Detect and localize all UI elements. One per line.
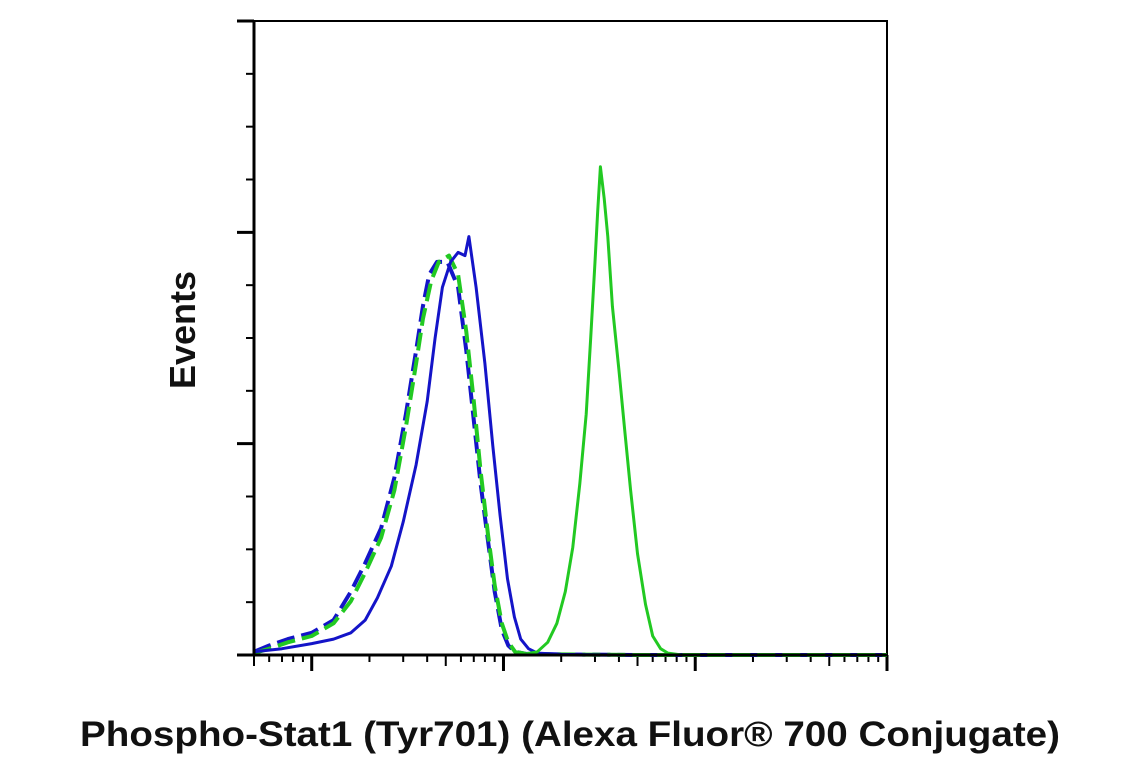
y-axis-ticks [237, 19, 254, 657]
series-layer [253, 165, 887, 657]
histogram-series-3 [253, 235, 887, 657]
histogram-series-2 [253, 253, 887, 657]
x-axis-ticks [253, 655, 889, 671]
histogram-series-1 [253, 259, 887, 657]
histogram-series-4 [254, 165, 887, 657]
x-axis-label: Phospho-Stat1 (Tyr701) (Alexa Fluor® 700… [80, 715, 1060, 754]
y-axis-label: Events [162, 271, 203, 389]
